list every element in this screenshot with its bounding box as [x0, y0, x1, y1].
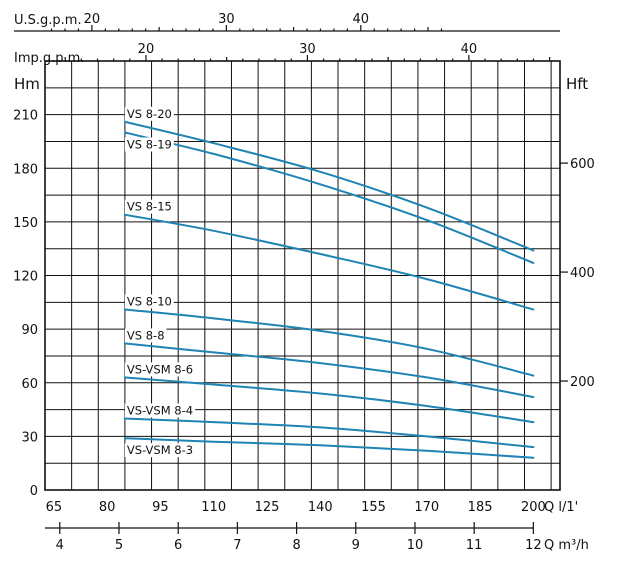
series-label: VS-VSM 8-4: [127, 404, 193, 418]
series-label: VS 8-19: [127, 138, 172, 152]
series-line: [123, 417, 535, 449]
series-label-background: [124, 294, 174, 309]
left-axis-label: Hm: [14, 75, 40, 93]
bottom-1-tick-label: 140: [308, 500, 333, 515]
series-label: VS 8-8: [127, 328, 165, 342]
series-line: [123, 437, 535, 459]
curves: [123, 120, 535, 459]
series-label-background: [124, 199, 174, 214]
top-1-tick-label: 40: [353, 12, 370, 27]
bottom-2-tick-label: 11: [466, 538, 483, 553]
series-label: VS 8-10: [127, 294, 172, 308]
bottom-2-tick-label: 5: [115, 538, 123, 553]
bottom-2-tick-label: 10: [407, 538, 424, 553]
series-label: VS 8-15: [127, 200, 172, 214]
bottom-2-tick-label: 8: [292, 538, 300, 553]
series-line: [123, 342, 535, 399]
series-line: [123, 131, 535, 264]
series-label-background: [124, 362, 196, 377]
plot-frame: [44, 60, 561, 491]
bottom-2-tick-label: 6: [174, 538, 182, 553]
top-2-tick-label: 40: [461, 42, 478, 57]
bottom-2-tick-label: 7: [233, 538, 241, 553]
series-label: VS-VSM 8-3: [127, 443, 193, 457]
right-tick-label: 400: [570, 266, 595, 281]
series-label-background: [124, 137, 174, 152]
bottom-1-tick-label: 200: [521, 500, 546, 515]
series-label-background: [124, 443, 196, 458]
series-line: [123, 120, 535, 252]
left-tick-label: 0: [30, 484, 38, 499]
bottom-2-tick-label: 4: [56, 538, 64, 553]
left-tick-label: 90: [21, 323, 38, 338]
bottom-2-tick-label: 9: [352, 538, 360, 553]
left-tick-label: 150: [13, 216, 38, 231]
bottom-1-tick-label: 155: [361, 500, 386, 515]
left-tick-label: 60: [21, 377, 38, 392]
top-2-tick-label: 20: [138, 42, 155, 57]
bottom-1-tick-label: 65: [46, 500, 63, 515]
bottom-1-tick-label: 125: [255, 500, 280, 515]
left-tick-label: 210: [13, 109, 38, 124]
curve-labels: VS 8-20 VS 8-19 VS 8-15 VS 8-10 VS 8-8 VS-VSM…: [124, 106, 196, 458]
left-tick-label: 120: [13, 270, 38, 285]
left-tick-label: 180: [13, 162, 38, 177]
series-label-background: [124, 106, 174, 121]
bottom-axis-2-label: Q m³/h: [544, 538, 589, 553]
right-tick-label: 200: [570, 375, 595, 390]
series-line: [123, 213, 535, 311]
series-label-background: [124, 403, 196, 418]
top-axis-1-label: U.S.g.p.m.: [14, 13, 82, 28]
bottom-1-tick-label: 185: [468, 500, 493, 515]
bottom-1-tick-label: 110: [201, 500, 226, 515]
top-1-tick-label: 20: [84, 12, 101, 27]
top-1-tick-label: 30: [218, 12, 235, 27]
series-label: VS 8-20: [127, 107, 172, 121]
bottom-1-tick-label: 95: [152, 500, 169, 515]
bottom-axis-1-label: Q l/1': [544, 500, 578, 515]
left-tick-label: 30: [21, 430, 38, 445]
top-2-tick-label: 30: [299, 42, 316, 57]
series-label-background: [124, 328, 167, 343]
right-tick-label: 600: [570, 157, 595, 172]
bottom-2-tick-label: 12: [525, 538, 542, 553]
series-line: [123, 308, 535, 377]
series-line: [123, 376, 535, 424]
right-axis-label: Hft: [566, 75, 588, 93]
bottom-1-tick-label: 80: [99, 500, 116, 515]
bottom-1-tick-label: 170: [414, 500, 439, 515]
series-label: VS-VSM 8-6: [127, 362, 193, 376]
